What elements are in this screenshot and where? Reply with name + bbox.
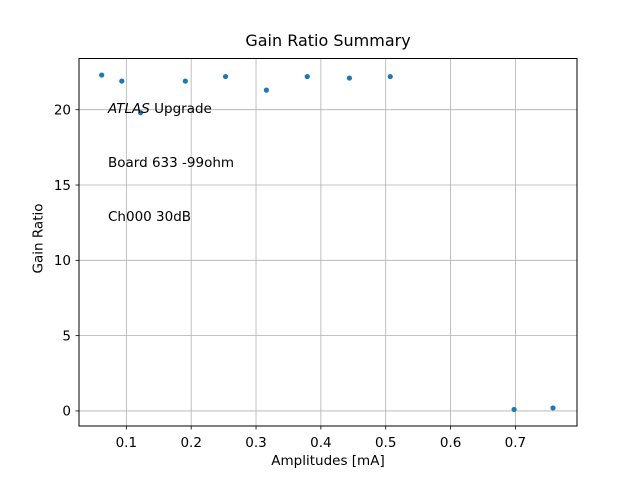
y-tick-label: 0 (62, 404, 71, 420)
y-tick-label: 10 (54, 253, 71, 269)
y-axis-label: Gain Ratio (30, 203, 46, 274)
data-point (550, 405, 556, 411)
y-tick-label: 15 (54, 178, 71, 194)
x-tick-label: 0.3 (245, 435, 266, 451)
y-tick-label: 20 (54, 103, 71, 119)
chart-title: Gain Ratio Summary (245, 31, 411, 50)
annotation-line-2: Board 633 -99ohm (108, 155, 235, 171)
x-tick-label: 0.2 (180, 435, 201, 451)
data-point (387, 73, 393, 80)
x-tick-label: 0.1 (116, 435, 137, 451)
axes-frame (78, 58, 578, 427)
x-tick-label: 0.7 (505, 435, 526, 451)
y-tick-label: 5 (62, 328, 71, 344)
annotation-text: ATLAS Upgrade Board 633 -99ohm Ch000 30d… (108, 64, 234, 262)
data-point (511, 406, 517, 413)
annotation-upgrade-label: Upgrade (149, 101, 212, 117)
data-point (138, 110, 144, 116)
data-point (222, 73, 229, 80)
data-point (263, 87, 269, 93)
x-tick-label: 0.4 (310, 435, 331, 451)
annotation-experiment-name: ATLAS (108, 101, 150, 117)
annotation-line-1: ATLAS Upgrade (108, 100, 234, 118)
data-point (304, 73, 310, 80)
x-axis-label: Amplitudes [mA] (271, 453, 385, 469)
x-tick-label: 0.6 (440, 435, 461, 451)
annotation-line-3: Ch000 30dB (108, 209, 192, 225)
data-point (119, 78, 125, 84)
data-point (182, 78, 188, 84)
data-point (99, 72, 105, 78)
x-tick-label: 0.5 (375, 435, 396, 451)
data-point (346, 75, 352, 81)
